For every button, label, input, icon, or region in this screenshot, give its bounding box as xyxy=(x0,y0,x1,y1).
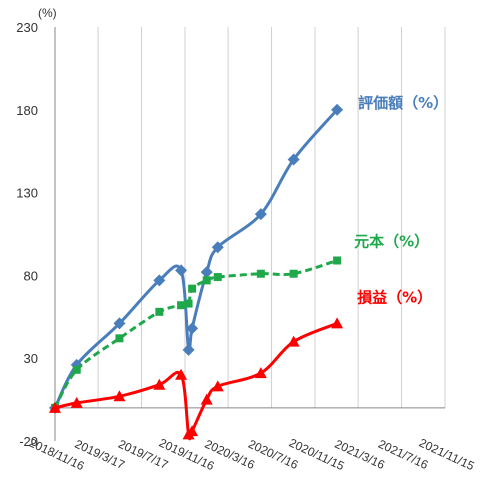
data-point xyxy=(186,322,199,335)
data-point xyxy=(213,273,222,282)
series-labels: 評価額（%） 元本（%） 損益（%） xyxy=(354,94,448,307)
series-group xyxy=(49,103,344,441)
data-point xyxy=(287,335,300,347)
data-point xyxy=(211,241,224,254)
data-point xyxy=(115,334,124,343)
y-unit-label: (%) xyxy=(38,6,57,20)
y-tick-label: -20 xyxy=(19,434,38,449)
series-line-1 xyxy=(53,259,338,409)
data-point xyxy=(153,378,166,390)
data-point xyxy=(211,380,224,392)
data-point xyxy=(70,396,83,408)
series-label: 評価額（%） xyxy=(358,94,448,112)
data-point xyxy=(331,103,344,116)
data-point xyxy=(175,264,188,277)
data-point xyxy=(202,276,211,285)
data-point xyxy=(287,153,300,166)
data-point xyxy=(49,401,61,413)
data-point xyxy=(184,299,193,308)
y-axis-ticks: -20 30 80 130 180 230 xyxy=(16,20,38,449)
y-tick-label: 180 xyxy=(16,103,38,118)
data-point xyxy=(200,393,213,405)
vertical-gridlines xyxy=(97,27,446,408)
data-point xyxy=(113,390,126,402)
data-point xyxy=(72,365,81,374)
data-point xyxy=(333,256,342,265)
data-point xyxy=(254,367,267,379)
series-line-0 xyxy=(53,108,339,409)
data-point xyxy=(113,317,126,330)
data-point xyxy=(177,301,186,310)
data-point xyxy=(182,343,195,356)
y-tick-label: 230 xyxy=(16,20,38,35)
y-tick-label: 80 xyxy=(24,268,38,283)
data-point xyxy=(331,317,344,329)
data-point xyxy=(256,269,265,278)
y-tick-label: 130 xyxy=(16,186,38,201)
series-label: 元本（%） xyxy=(354,232,429,250)
axes: (%) xyxy=(38,6,445,441)
data-point xyxy=(188,284,197,293)
x-axis-ticks: 2018/11/162019/3/172019/7/172019/11/1620… xyxy=(27,436,477,474)
data-point xyxy=(186,425,199,437)
data-point xyxy=(155,307,164,316)
data-point xyxy=(200,266,213,279)
data-point xyxy=(153,274,166,287)
data-point xyxy=(175,368,188,380)
data-point xyxy=(289,269,298,278)
y-tick-label: 30 xyxy=(24,351,38,366)
data-point xyxy=(254,208,267,221)
series-label: 損益（%） xyxy=(357,288,432,306)
